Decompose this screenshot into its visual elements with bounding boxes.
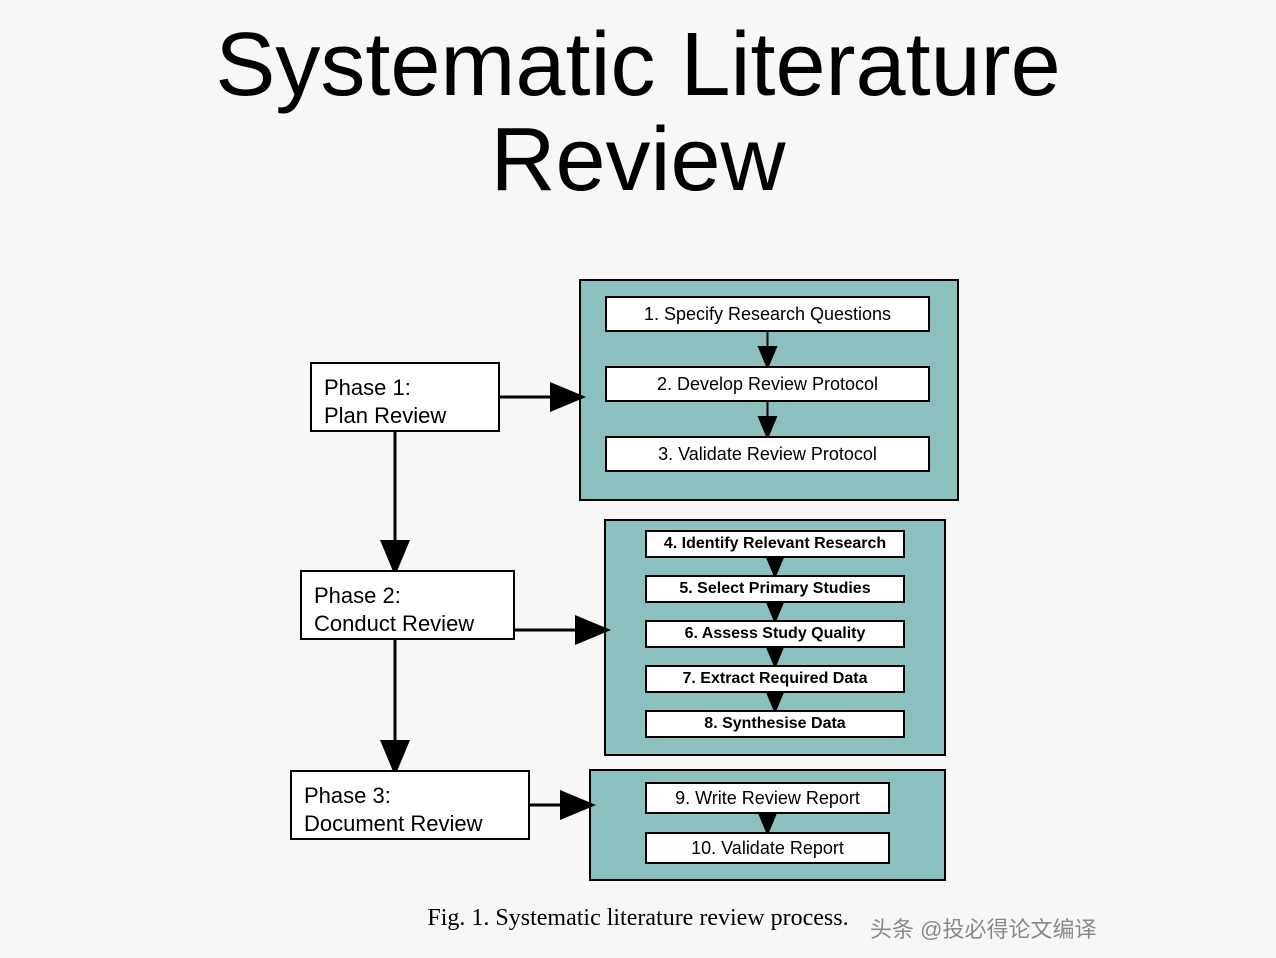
step-box: 4. Identify Relevant Research (645, 530, 905, 558)
phase1-line1: Phase 1: (324, 374, 486, 402)
step-box: 2. Develop Review Protocol (605, 366, 930, 402)
step-box: 8. Synthesise Data (645, 710, 905, 738)
phase1-line2: Plan Review (324, 402, 486, 430)
arrows-layer (0, 0, 1276, 958)
step-box: 1. Specify Research Questions (605, 296, 930, 332)
phase3-line2: Document Review (304, 810, 516, 838)
step-box: 6. Assess Study Quality (645, 620, 905, 648)
phase2-line2: Conduct Review (314, 610, 501, 638)
phase2-box: Phase 2:Conduct Review (300, 570, 515, 640)
step-box: 10. Validate Report (645, 832, 890, 864)
step-box: 5. Select Primary Studies (645, 575, 905, 603)
watermark-text: 头条 @投必得论文编译 (870, 912, 1096, 944)
diagram-canvas: Phase 1:Plan Review Phase 2:Conduct Revie… (0, 0, 1276, 958)
step-box: 7. Extract Required Data (645, 665, 905, 693)
phase3-box: Phase 3:Document Review (290, 770, 530, 840)
phase3-line1: Phase 3: (304, 782, 516, 810)
step-box: 9. Write Review Report (645, 782, 890, 814)
phase2-line1: Phase 2: (314, 582, 501, 610)
phase1-box: Phase 1:Plan Review (310, 362, 500, 432)
step-box: 3. Validate Review Protocol (605, 436, 930, 472)
